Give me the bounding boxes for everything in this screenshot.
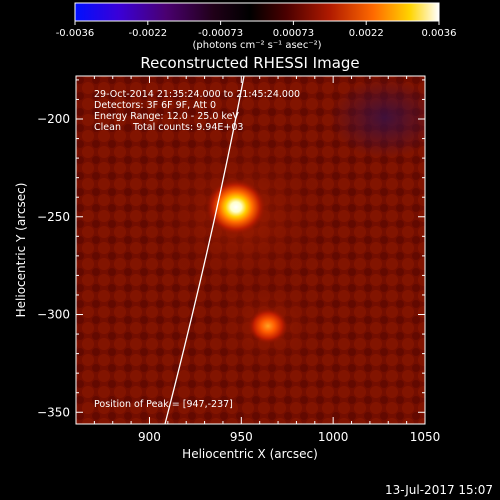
colorbar-tick-label: 0.0022 bbox=[349, 28, 384, 39]
peak-position: Position of Peak = [947,-237] bbox=[94, 399, 233, 410]
colorbar-tick-label: -0.0022 bbox=[128, 28, 167, 39]
x-tick-label: 950 bbox=[230, 430, 253, 444]
info-detectors: Detectors: 3F 6F 9F, Att 0 bbox=[94, 100, 216, 111]
colorbar-tick-label: -0.00073 bbox=[198, 28, 243, 39]
info-time-range: 29-Oct-2014 21:35:24.000 to 21:45:24.000 bbox=[94, 89, 300, 100]
y-axis-label: Heliocentric Y (arcsec) bbox=[14, 183, 28, 318]
y-tick-label: −350 bbox=[37, 405, 70, 419]
x-axis-label: Heliocentric X (arcsec) bbox=[182, 447, 318, 461]
colorbar-tick-label: -0.0036 bbox=[56, 28, 95, 39]
x-tick-label: 900 bbox=[138, 430, 161, 444]
info-energy-range: Energy Range: 12.0 - 25.0 keV bbox=[94, 111, 239, 122]
colorbar: -0.0036 -0.0022 -0.00073 0.00073 0.0022 0.003… bbox=[56, 2, 457, 51]
info-clean-counts: Clean Total counts: 9.94E+03 bbox=[94, 122, 243, 133]
x-tick-label: 1050 bbox=[410, 430, 441, 444]
y-tick-label: −200 bbox=[37, 112, 70, 126]
main-source bbox=[206, 179, 266, 235]
solar-limb bbox=[164, 76, 245, 424]
negative-region bbox=[330, 78, 425, 158]
y-tick-label: −250 bbox=[37, 210, 70, 224]
y-axis-ticks: −200 −250 −300 −350 bbox=[37, 79, 425, 419]
colorbar-tick-label: 0.00073 bbox=[273, 28, 314, 39]
x-tick-label: 1000 bbox=[318, 430, 349, 444]
plot-title: Reconstructed RHESSI Image bbox=[140, 54, 359, 72]
image-panel bbox=[76, 76, 425, 424]
y-tick-label: −300 bbox=[37, 308, 70, 322]
colorbar-tick-label: 0.0036 bbox=[422, 28, 457, 39]
info-block: 29-Oct-2014 21:35:24.000 to 21:45:24.000… bbox=[94, 89, 300, 133]
secondary-source bbox=[248, 308, 288, 344]
colorbar-ticks: -0.0036 -0.0022 -0.00073 0.00073 0.0022 0.003… bbox=[56, 21, 457, 39]
timestamp: 13-Jul-2017 15:07 bbox=[385, 483, 493, 497]
colorbar-unit-label: (photons cm⁻² s⁻¹ asec⁻²) bbox=[192, 40, 321, 51]
colorbar-gradient bbox=[74, 2, 440, 22]
plot-frame bbox=[75, 75, 426, 425]
